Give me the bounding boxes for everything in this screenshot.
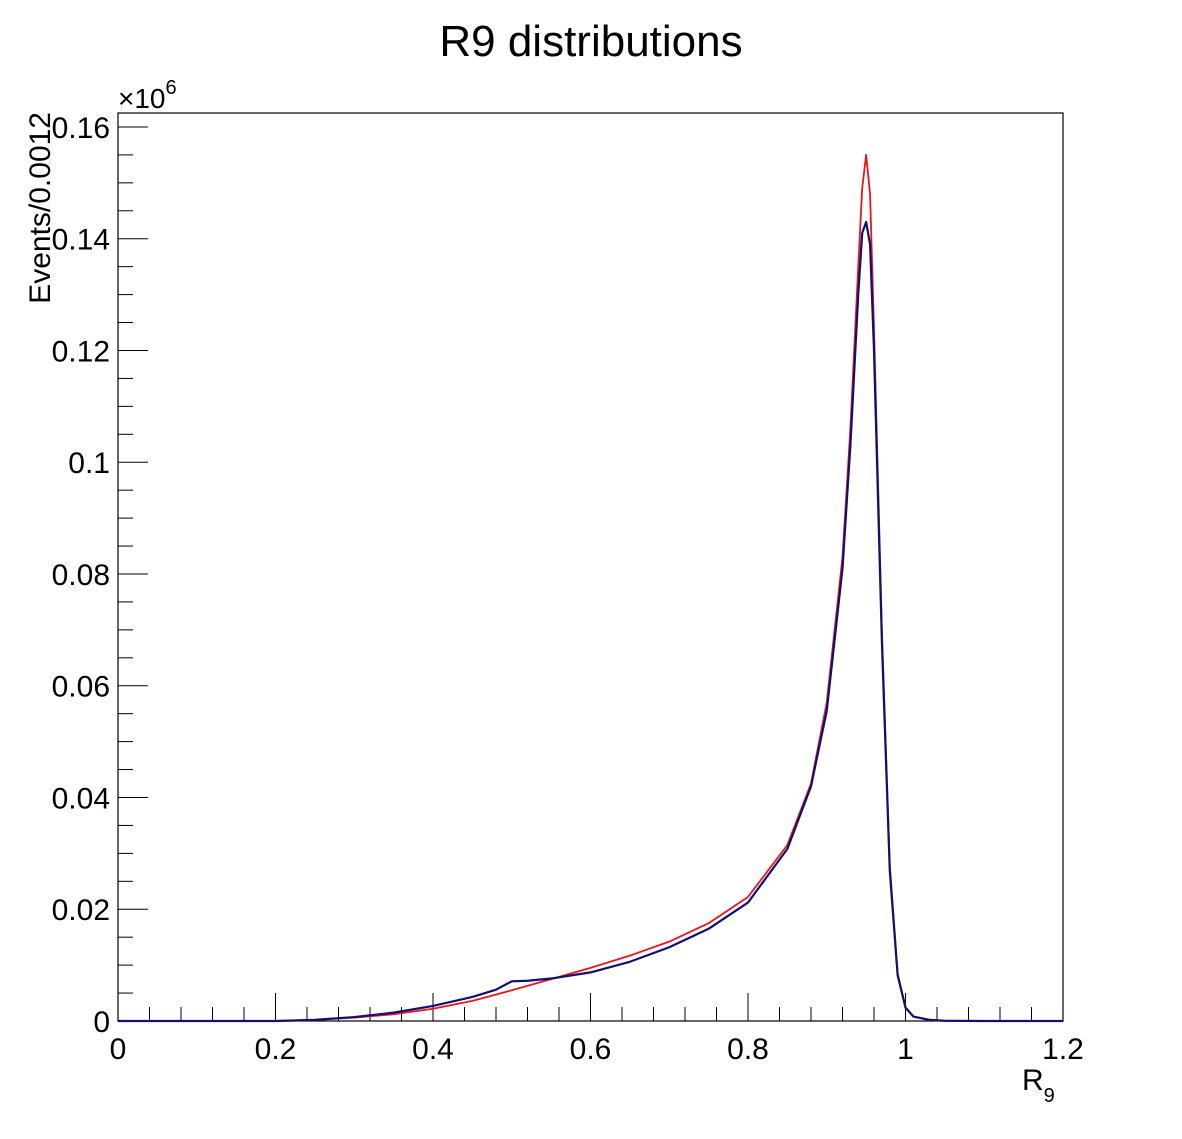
y-tick-label: 0 xyxy=(93,1006,110,1039)
x-axis-label-main: R xyxy=(1022,1064,1044,1097)
y-tick-label: 0.1 xyxy=(68,447,110,480)
y-tick-label: 0.08 xyxy=(52,559,110,592)
y-tick-label: 0.12 xyxy=(52,335,110,368)
y-tick-label: 0.02 xyxy=(52,894,110,927)
series-line-2 xyxy=(118,220,1063,1023)
y-axis-label: Events/0.0012 xyxy=(24,112,57,304)
y-axis-multiplier: ×106 xyxy=(118,77,177,114)
x-tick-label: 0 xyxy=(110,1033,127,1066)
y-tick-label: 0.14 xyxy=(52,224,110,257)
x-tick-label: 0.4 xyxy=(412,1033,454,1066)
y-axis-multiplier-exponent: 6 xyxy=(166,77,177,99)
x-axis-label: R9 xyxy=(1022,1064,1055,1107)
chart-title: R9 distributions xyxy=(439,17,742,66)
y-tick-label: 0.16 xyxy=(52,112,110,145)
x-tick-label: 0.8 xyxy=(727,1033,769,1066)
y-tick-label: 0.04 xyxy=(52,782,110,815)
x-axis-label-subscript: 9 xyxy=(1044,1085,1055,1107)
x-tick-label: 0.6 xyxy=(570,1033,612,1066)
y-tick-label: 0.06 xyxy=(52,671,110,704)
x-tick-label: 0.2 xyxy=(255,1033,297,1066)
y-axis-multiplier-base: ×10 xyxy=(118,83,166,114)
x-tick-label: 1 xyxy=(897,1033,914,1066)
plot-area: 0 0.2 0.4 0.6 0.8 1 1.2 0 0.02 0.04 0.06 0.08 0.1 0.1… xyxy=(52,112,1084,1066)
x-tick-label: 1.2 xyxy=(1042,1033,1084,1066)
